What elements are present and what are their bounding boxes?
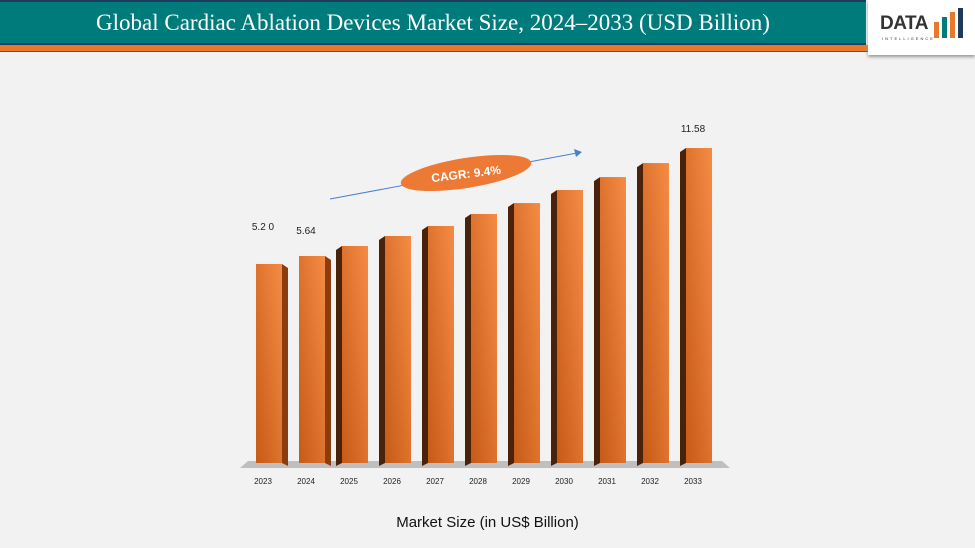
x-tick-label: 2030 [555,477,573,486]
x-tick-label: 2033 [684,477,702,486]
cagr-ellipse [400,154,532,192]
bar-side [325,255,331,466]
bar-side [422,225,428,466]
accent-stripe [0,45,870,52]
page-title: Global Cardiac Ablation Devices Market S… [96,10,770,35]
logo-subtext: INTELLIGENCE [882,36,935,41]
x-tick-label: 2025 [340,477,358,486]
x-tick-label: 2028 [469,477,487,486]
bar-2027 [428,225,454,463]
bar-2029 [514,203,540,463]
data-label: 5.64 [296,226,316,237]
x-tick-label: 2032 [641,477,659,486]
bar-2026 [385,235,411,463]
bar-side [336,245,342,466]
x-tick-label: 2024 [297,477,315,486]
bar-side [508,203,514,466]
logo: DATA INTELLIGENCE [868,0,975,55]
bar-side [465,213,471,466]
bar-2024 [299,255,325,463]
bar-side [594,177,600,466]
x-tick-label: 2023 [254,477,272,486]
bar-2031 [600,177,626,463]
x-tick-label: 2027 [426,477,444,486]
bar-2028 [471,213,497,463]
bar-2025 [342,245,368,463]
bar-side [282,263,288,466]
data-label: 11.58 [681,124,706,135]
bar-2033 [686,147,712,464]
logo-bars-icon [934,8,963,38]
bar-2030 [557,189,583,463]
bar-side [551,189,557,466]
bar-2023 [256,263,282,463]
x-tick-label: 2029 [512,477,530,486]
cagr-arrowhead [574,149,582,157]
data-label: 5.2 0 [252,222,275,233]
bar-side [680,147,686,467]
logo-text: DATA [880,13,928,34]
bar-2032 [643,163,669,463]
bar-side [379,235,385,466]
x-tick-label: 2031 [598,477,616,486]
x-tick-label: 2026 [383,477,401,486]
header-bar: Global Cardiac Ablation Devices Market S… [0,0,866,45]
bar-side [637,163,643,466]
x-axis-title: Market Size (in US$ Billion) [396,514,579,531]
